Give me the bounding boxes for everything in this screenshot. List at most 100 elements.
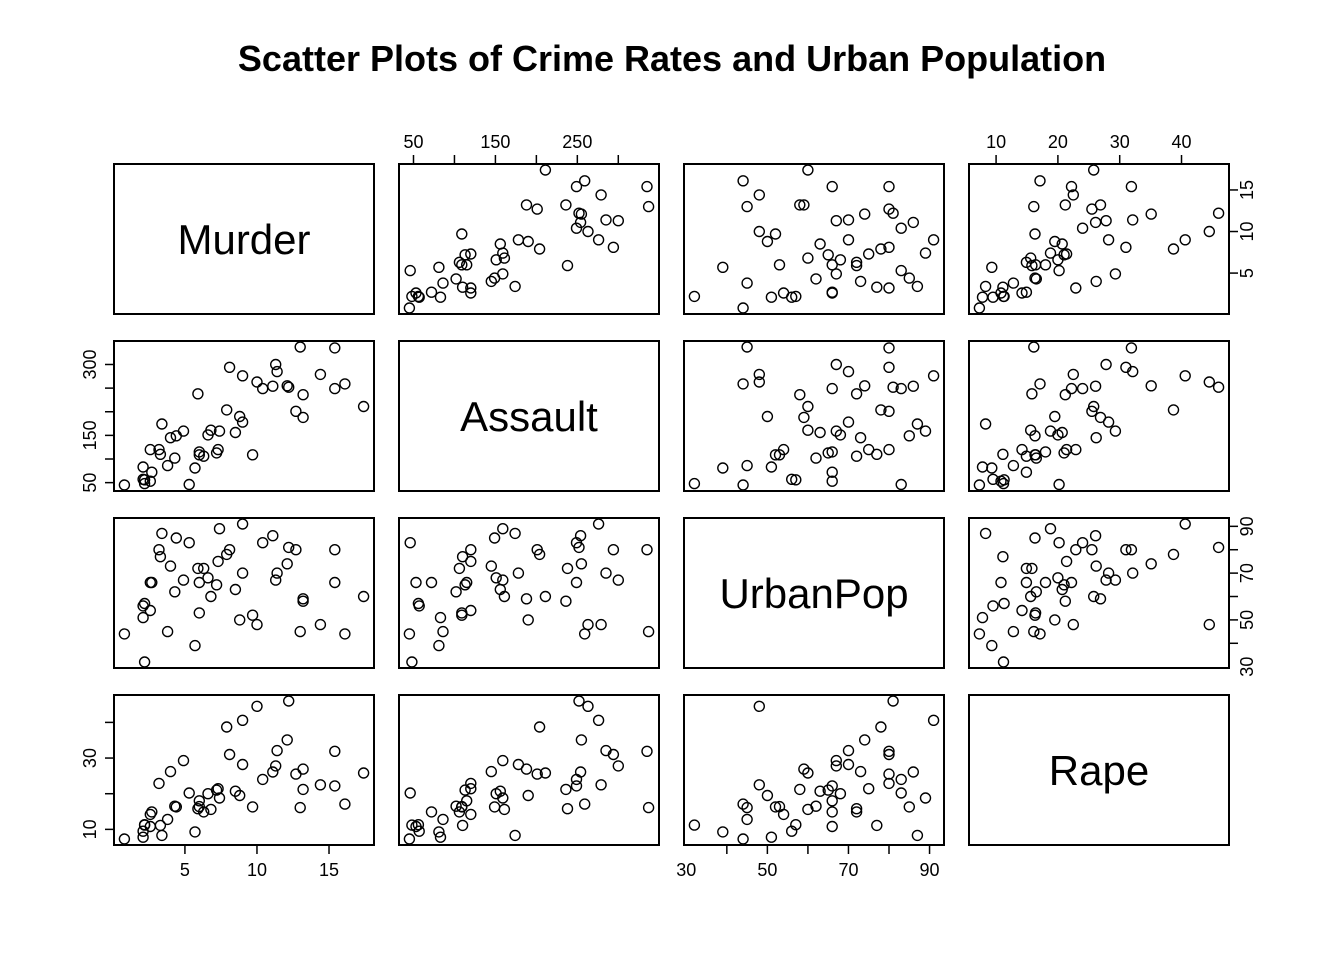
tick-label-left-assault: 50: [80, 473, 100, 493]
point-rape-vs-assault: [465, 783, 477, 795]
point-urbanpop-vs-rape: [1086, 544, 1098, 556]
point-rape-vs-murder: [236, 758, 249, 771]
point-assault-vs-murder: [164, 432, 177, 444]
point-murder-vs-assault: [412, 290, 425, 303]
point-murder-vs-urbanpop: [850, 256, 863, 268]
point-assault-vs-murder: [236, 416, 249, 428]
point-murder-vs-rape: [1060, 248, 1073, 260]
point-urbanpop-vs-murder: [236, 518, 249, 530]
point-murder-vs-rape: [1049, 235, 1061, 248]
point-assault-vs-urbanpop: [850, 388, 863, 400]
point-murder-vs-urbanpop: [895, 264, 907, 277]
tick-label-bottom-murder: 10: [247, 860, 267, 880]
point-rape-vs-assault: [456, 800, 468, 813]
point-murder-vs-assault: [456, 228, 468, 240]
point-rape-vs-murder: [146, 806, 158, 818]
point-assault-vs-rape: [1126, 365, 1139, 378]
point-murder-vs-rape: [1090, 275, 1102, 288]
point-assault-vs-rape: [1039, 446, 1052, 458]
point-murder-vs-urbanpop: [737, 175, 749, 187]
point-assault-vs-murder: [251, 376, 263, 388]
point-rape-vs-murder: [153, 777, 165, 790]
point-urbanpop-vs-assault: [465, 555, 477, 568]
point-murder-vs-rape: [997, 290, 1010, 303]
point-murder-vs-rape: [1070, 282, 1082, 294]
point-rape-vs-urbanpop: [883, 748, 895, 761]
point-assault-vs-murder: [223, 361, 236, 373]
point-assault-vs-urbanpop: [887, 381, 899, 393]
point-rape-vs-assault: [533, 721, 546, 733]
point-murder-vs-assault: [490, 254, 502, 266]
point-urbanpop-vs-rape: [1059, 595, 1072, 607]
point-assault-vs-murder: [283, 381, 295, 393]
point-rape-vs-murder: [329, 745, 341, 757]
point-murder-vs-assault: [453, 256, 466, 268]
point-murder-vs-urbanpop: [786, 291, 798, 303]
point-murder-vs-urbanpop: [883, 241, 895, 254]
point-urbanpop-vs-assault: [404, 537, 416, 549]
point-assault-vs-murder: [220, 404, 233, 416]
point-rape-vs-assault: [456, 819, 469, 832]
point-urbanpop-vs-assault: [607, 544, 620, 556]
point-assault-vs-rape: [997, 448, 1009, 460]
point-murder-vs-assault: [498, 252, 511, 264]
point-assault-vs-urbanpop: [802, 424, 814, 436]
chart-title: Scatter Plots of Crime Rates and Urban P…: [238, 38, 1106, 79]
point-urbanpop-vs-assault: [485, 560, 497, 572]
point-murder-vs-urbanpop: [810, 273, 822, 285]
point-murder-vs-assault: [404, 264, 416, 277]
point-assault-vs-urbanpop: [903, 430, 915, 442]
point-rape-vs-urbanpop: [826, 806, 838, 818]
panel-assault-urbanpop: [683, 340, 945, 492]
point-assault-vs-rape: [1094, 411, 1107, 424]
tick-label-right-urbanpop: 30: [1237, 657, 1257, 677]
point-assault-vs-urbanpop: [883, 342, 895, 354]
point-urbanpop-vs-murder: [161, 625, 174, 638]
point-assault-vs-urbanpop: [927, 370, 940, 382]
point-assault-vs-rape: [1053, 478, 1065, 491]
point-murder-vs-urbanpop: [842, 214, 855, 226]
point-urbanpop-vs-assault: [465, 544, 477, 556]
point-urbanpop-vs-assault: [522, 614, 534, 626]
point-murder-vs-assault: [465, 248, 477, 260]
point-urbanpop-vs-assault: [453, 562, 466, 575]
point-urbanpop-vs-assault: [437, 625, 449, 638]
tick-label-top-rape: 20: [1048, 132, 1068, 152]
point-murder-vs-rape: [1089, 216, 1102, 229]
point-assault-vs-urbanpop: [773, 449, 786, 461]
point-murder-vs-assault: [410, 287, 422, 299]
point-assault-vs-rape: [1090, 432, 1102, 444]
point-urbanpop-vs-rape: [1094, 593, 1107, 605]
point-murder-vs-urbanpop: [834, 254, 847, 266]
point-rape-vs-murder: [193, 795, 206, 807]
point-murder-vs-urbanpop: [688, 290, 701, 303]
point-urbanpop-vs-assault: [434, 611, 447, 624]
point-urbanpop-vs-rape: [976, 611, 989, 624]
point-rape-vs-assault: [488, 801, 501, 813]
tick-label-bottom-urbanpop: 90: [920, 860, 940, 880]
point-assault-vs-rape: [1212, 381, 1225, 393]
point-urbanpop-vs-rape: [1049, 614, 1061, 626]
panel-grid: Murder Assault UrbanPop Rape 5 10 15 30 50 70 90 50…: [80, 132, 1257, 880]
point-urbanpop-vs-assault: [498, 590, 511, 603]
point-rape-vs-murder: [229, 785, 242, 797]
point-rape-vs-urbanpop: [850, 803, 863, 815]
tick-label-left-rape: 30: [80, 748, 100, 768]
point-assault-vs-rape: [1203, 376, 1216, 388]
point-urbanpop-vs-rape: [1125, 544, 1138, 556]
point-urbanpop-vs-murder: [290, 544, 302, 556]
point-rape-vs-urbanpop: [737, 798, 749, 810]
point-assault-vs-rape: [1087, 400, 1100, 413]
point-murder-vs-urbanpop: [883, 180, 895, 193]
point-urbanpop-vs-murder: [170, 532, 183, 544]
point-assault-vs-urbanpop: [859, 380, 871, 392]
panel-rape-assault: [398, 694, 660, 846]
point-rape-vs-urbanpop: [850, 806, 863, 818]
point-rape-vs-assault: [404, 787, 416, 799]
point-rape-vs-assault: [465, 808, 477, 821]
point-rape-vs-urbanpop: [717, 826, 729, 838]
point-urbanpop-vs-rape: [997, 656, 1010, 668]
point-assault-vs-urbanpop: [810, 452, 822, 464]
point-urbanpop-vs-rape: [1109, 574, 1122, 586]
point-urbanpop-vs-murder: [220, 548, 233, 561]
